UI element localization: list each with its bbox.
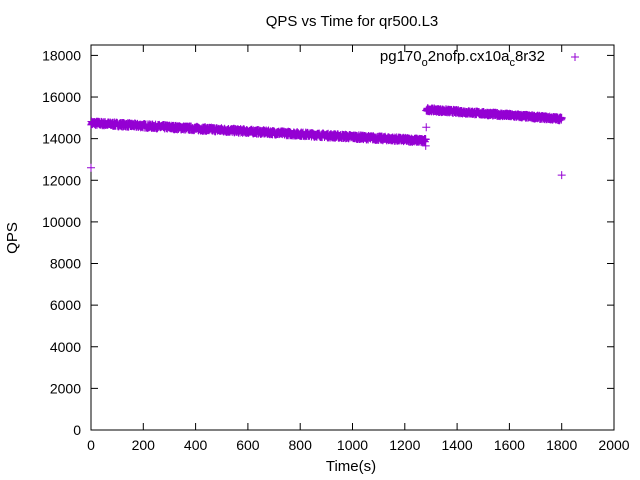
y-tick-label: 14000 <box>42 131 81 147</box>
plot-area <box>90 44 615 431</box>
data-points <box>87 104 566 180</box>
x-tick-label: 800 <box>289 437 313 453</box>
x-tick-label: 1800 <box>546 437 577 453</box>
x-tick-label: 1600 <box>494 437 525 453</box>
x-axis-label: Time(s) <box>326 458 376 475</box>
legend-label: pg170o2nofp.cx10ac8r32 <box>380 48 545 69</box>
data-point <box>87 163 95 172</box>
legend-marker <box>571 53 579 61</box>
data-point <box>557 113 566 122</box>
x-tick-label: 1000 <box>337 437 368 453</box>
x-tick-label: 1200 <box>389 437 420 453</box>
y-tick-label: 0 <box>73 422 81 438</box>
data-point <box>422 123 431 132</box>
y-tick-label: 2000 <box>50 380 81 396</box>
legend-label-part: c <box>509 57 515 69</box>
chart-title: QPS vs Time for qr500.L3 <box>266 13 439 30</box>
y-tick-label: 12000 <box>42 172 81 188</box>
x-tick-label: 600 <box>236 437 260 453</box>
data-point <box>421 141 430 150</box>
y-tick-label: 4000 <box>50 339 81 355</box>
plot-frame <box>90 44 615 431</box>
x-tick-label: 0 <box>87 437 95 453</box>
y-tick-label: 8000 <box>50 256 81 272</box>
legend-label-part: 2nofp.cx10a <box>428 48 510 65</box>
y-tick-label: 6000 <box>50 297 81 313</box>
legend: pg170o2nofp.cx10ac8r32 <box>380 48 579 69</box>
y-axis-ticks: 0 2000 4000 6000 8000 10000 12000 14000 16000 180… <box>42 47 614 438</box>
y-tick-label: 10000 <box>42 214 81 230</box>
x-tick-label: 2000 <box>598 437 629 453</box>
x-tick-label: 400 <box>184 437 208 453</box>
y-axis-label: QPS <box>4 222 21 254</box>
y-tick-label: 16000 <box>42 89 81 105</box>
x-tick-label: 200 <box>132 437 156 453</box>
legend-label-part: pg170 <box>380 48 422 65</box>
legend-label-part: 8r32 <box>515 48 545 65</box>
x-axis-ticks: 0 200 400 600 800 1000 1200 1400 1600 1800 2000 <box>87 45 630 453</box>
data-point <box>557 171 566 180</box>
legend-label-part: o <box>422 57 428 69</box>
y-tick-label: 18000 <box>42 47 81 63</box>
x-tick-label: 1400 <box>442 437 473 453</box>
